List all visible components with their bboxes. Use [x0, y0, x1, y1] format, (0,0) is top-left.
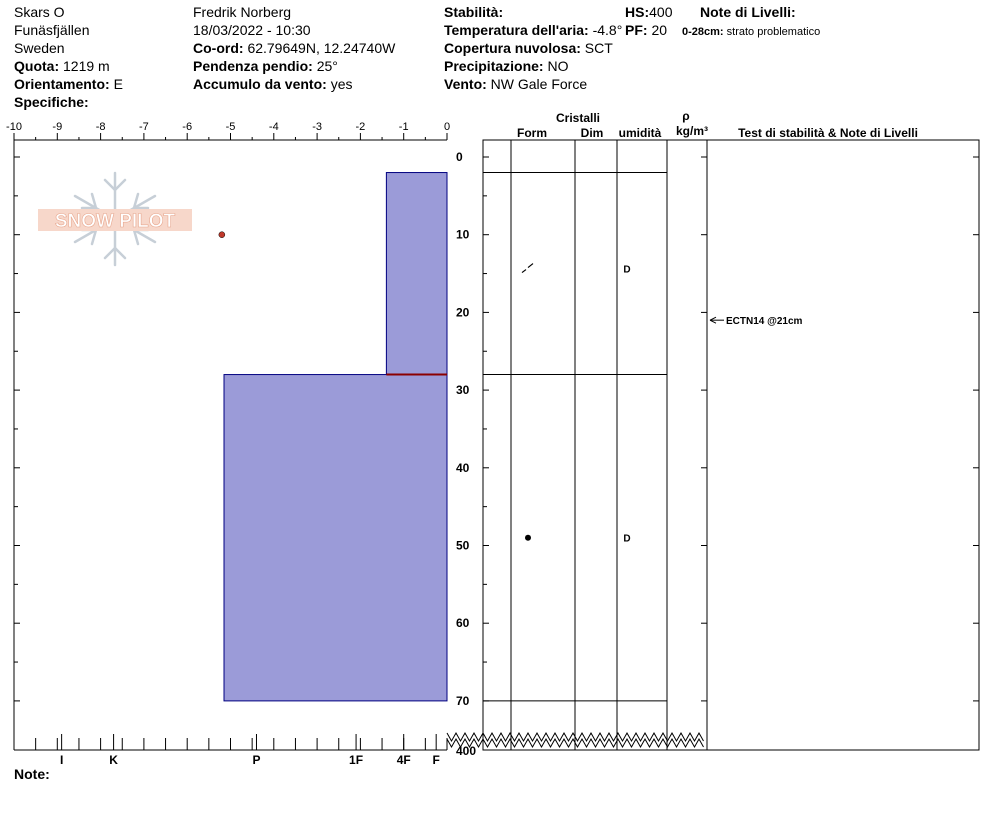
temp-tick-label: -2 — [356, 121, 366, 133]
coord-value: 62.79649N, 12.24740W — [247, 40, 396, 56]
temperature-point — [218, 231, 226, 238]
temp-tick-label: -5 — [226, 121, 236, 133]
depth-bottom-label: 400 — [456, 744, 476, 758]
wind-loading-label: Accumulo da vento: — [193, 76, 327, 92]
stability-label: Stabilità: — [444, 4, 504, 20]
tests-header: Test di stabilità & Note di Livelli — [738, 126, 918, 140]
grain-round-icon — [525, 534, 531, 541]
layer-note: 0-28cm: strato problematico — [682, 24, 820, 40]
wind-loading-value: yes — [330, 76, 353, 92]
moisture-header: umidità — [619, 126, 662, 140]
precip-value: NO — [547, 58, 569, 74]
layer-bar-1 — [385, 172, 448, 376]
stability-test-arrowhead-icon — [709, 316, 717, 324]
size-header: Dim — [581, 126, 604, 140]
depth-break-zigzag-2 — [446, 737, 704, 749]
cloud-label: Copertura nuvolosa: — [444, 40, 581, 56]
area-name: Funäsfjällen — [14, 22, 90, 38]
penetration: PF: 20 — [625, 22, 667, 38]
aspect: Orientamento: E — [14, 76, 123, 92]
temp-tick-label: -4 — [269, 121, 279, 133]
rho-header: ρ — [682, 109, 689, 123]
depth-tick-label: 10 — [456, 228, 470, 242]
wind-loading: Accumulo da vento: yes — [193, 76, 352, 92]
aspect-value: E — [113, 76, 123, 92]
layer-note-text: strato problematico — [726, 26, 821, 38]
form-header: Form — [517, 126, 547, 140]
slope-label: Pendenza pendio: — [193, 58, 313, 74]
slope-value: 25° — [316, 58, 338, 74]
slope-angle: Pendenza pendio: 25° — [193, 58, 338, 74]
country-name: Sweden — [14, 40, 65, 56]
grain-decomposing-icon — [521, 263, 534, 274]
coord-label: Co-ord: — [193, 40, 244, 56]
temp-tick-label: -3 — [312, 121, 322, 133]
pf-value: 20 — [651, 22, 668, 38]
depth-tick-label: 20 — [456, 305, 470, 319]
depth-tick-label: 0 — [456, 150, 463, 164]
moisture-label: D — [623, 265, 630, 276]
aspect-label: Orientamento: — [14, 76, 110, 92]
depth-tick-label: 30 — [456, 383, 470, 397]
air-temp-label: Temperatura dell'aria: — [444, 22, 589, 38]
profile-table-frame — [482, 139, 980, 751]
hardness-label-k: K — [109, 753, 118, 767]
coordinates: Co-ord: 62.79649N, 12.24740W — [193, 40, 395, 56]
site-name: Skars O — [14, 4, 65, 20]
layer-notes-title: Note di Livelli: — [700, 4, 796, 20]
moisture-label: D — [623, 534, 630, 545]
elevation-label: Quota: — [14, 58, 60, 74]
depth-break-zigzag — [446, 731, 704, 743]
hardness-label-p: P — [252, 753, 260, 767]
air-temp-value: -4.8° — [592, 22, 623, 38]
temp-tick-label: -10 — [6, 121, 22, 133]
wind: Vento: NW Gale Force — [444, 76, 587, 92]
precip-label: Precipitazione: — [444, 58, 544, 74]
stability-test-label: ECTN14 @21cm — [726, 316, 803, 327]
hardness-label-f: F — [433, 753, 440, 767]
hs-label: HS: — [625, 4, 650, 20]
depth-tick-label: 50 — [456, 539, 470, 553]
elevation: Quota: 1219 m — [14, 58, 110, 74]
cloud-value: SCT — [584, 40, 613, 56]
temp-tick-label: -7 — [139, 121, 149, 133]
elevation-value: 1219 m — [63, 58, 110, 74]
hardness-label-i: I — [60, 753, 63, 767]
hardness-label-4f: 4F — [397, 753, 411, 767]
temp-tick-label: -8 — [96, 121, 106, 133]
wind-label: Vento: — [444, 76, 487, 92]
depth-tick-label: 70 — [456, 694, 470, 708]
temp-tick-label: -1 — [399, 121, 409, 133]
temp-tick-label: -9 — [52, 121, 62, 133]
temp-tick-label: -6 — [182, 121, 192, 133]
pf-label: PF: — [625, 22, 648, 38]
logo-text: SNOW PILOT — [55, 211, 176, 232]
layer-note-depth: 0-28cm: — [682, 26, 724, 38]
specifics-label: Specifiche: — [14, 94, 89, 110]
depth-tick-label: 60 — [456, 616, 470, 630]
observation-datetime: 18/03/2022 - 10:30 — [193, 22, 311, 38]
hardness-label-1f: 1F — [349, 753, 363, 767]
crystals-header: Cristalli — [556, 111, 600, 125]
depth-tick-label: 40 — [456, 461, 470, 475]
note-label: Note: — [14, 766, 50, 782]
snowflake-logo-icon — [38, 171, 192, 267]
snow-height: HS:400 — [625, 4, 672, 20]
hs-value: 400 — [649, 4, 673, 20]
density-unit-header: kg/m³ — [676, 124, 708, 138]
layer-bar-2 — [223, 374, 448, 702]
observer-name: Fredrik Norberg — [193, 4, 292, 20]
air-temperature: Temperatura dell'aria: -4.8° — [444, 22, 622, 38]
temp-tick-label: 0 — [444, 121, 450, 133]
cloud-cover: Copertura nuvolosa: SCT — [444, 40, 613, 56]
wind-value: NW Gale Force — [490, 76, 588, 92]
precipitation: Precipitazione: NO — [444, 58, 568, 74]
